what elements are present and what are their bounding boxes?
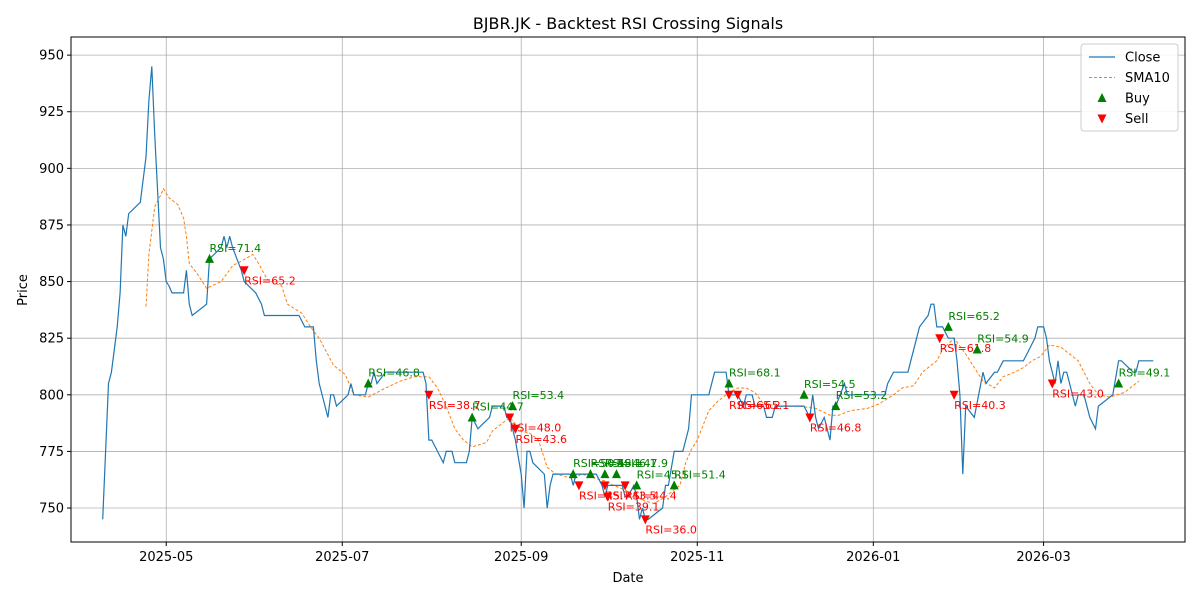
buy-signal-label: RSI=45.1	[637, 468, 689, 481]
sell-marker	[239, 266, 249, 276]
sell-marker	[724, 390, 734, 400]
y-tick-label: 950	[39, 49, 64, 64]
sell-signal-label: RSI=43.5	[605, 489, 657, 502]
y-tick-label: 825	[39, 332, 64, 347]
x-tick-label: 2026-01	[846, 550, 900, 565]
sell-marker	[733, 390, 743, 400]
buy-signal-label: RSI=46.1	[605, 457, 657, 470]
sell-signal-label: RSI=65.2	[729, 399, 781, 412]
buy-marker	[600, 469, 610, 479]
chart-title: BJBR.JK - Backtest RSI Crossing Signals	[473, 14, 783, 33]
buy-signal-label: RSI=47.9	[616, 457, 668, 470]
buy-marker	[467, 412, 477, 422]
close-series-line	[102, 66, 1154, 521]
sell-signal-label: RSI=46.8	[810, 421, 862, 434]
buy-signal-label: RSI=48.1	[590, 457, 642, 470]
buy-marker	[724, 378, 734, 388]
y-tick-label: 925	[39, 105, 64, 120]
sell-marker	[574, 481, 584, 491]
y-tick-label: 875	[39, 218, 64, 233]
buy-signal-label: RSI=51.4	[674, 468, 726, 481]
x-tick-label: 2025-07	[315, 550, 369, 565]
buy-signal-label: RSI=54.5	[804, 378, 856, 391]
buy-marker	[799, 389, 809, 399]
legend-label: Sell	[1125, 112, 1148, 127]
y-axis: 750 775 800 825 850 875 900 925 950	[39, 49, 71, 517]
buy-marker	[205, 253, 215, 263]
buy-marker	[611, 469, 621, 479]
sell-signal-label: RSI=39.1	[608, 501, 660, 514]
sell-marker	[603, 492, 613, 502]
buy-marker	[632, 480, 642, 490]
sell-signal-label: RSI=38.7	[429, 399, 481, 412]
buy-marker	[363, 378, 373, 388]
legend-box	[1080, 43, 1179, 132]
legend: Close SMA10 Buy Sell	[1080, 43, 1179, 132]
sell-marker	[600, 481, 610, 491]
buy-signal-label: RSI=54.9	[977, 333, 1029, 346]
buy-signal-label: RSI=68.1	[729, 366, 781, 379]
buy-marker	[669, 480, 679, 490]
sell-marker	[805, 413, 815, 423]
sell-signal-label: RSI=44.4	[625, 489, 677, 502]
plot-frame	[70, 36, 1186, 543]
sma10-series-line	[145, 187, 1140, 505]
buy-signal-label: RSI=44.7	[472, 400, 524, 413]
buy-marker	[831, 401, 841, 411]
legend-buy-swatch	[1097, 93, 1107, 102]
x-axis-label: Date	[612, 571, 643, 586]
buy-marker	[508, 401, 518, 411]
sell-marker	[505, 413, 515, 423]
legend-sell-swatch	[1097, 114, 1107, 124]
buy-signal-label: RSI=65.2	[948, 310, 1000, 323]
buy-marker	[943, 321, 953, 331]
buy-marker	[585, 469, 595, 479]
y-tick-label: 850	[39, 275, 64, 290]
legend-label: Buy	[1125, 92, 1150, 107]
x-tick-label: 2025-11	[670, 550, 724, 565]
y-tick-label: 800	[39, 388, 64, 403]
buy-signal-label: RSI=53.2	[836, 389, 888, 402]
sell-marker	[620, 481, 630, 491]
sell-marker	[424, 390, 434, 400]
buy-signal-label: RSI=46.8	[368, 366, 420, 379]
y-tick-label: 750	[39, 502, 64, 517]
sell-marker	[935, 334, 945, 344]
sell-signal-label: RSI=36.0	[645, 523, 697, 536]
sell-signal-label: RSI=48.0	[510, 421, 562, 434]
y-tick-label: 900	[39, 162, 64, 177]
buy-marker	[972, 344, 982, 354]
legend-label: SMA10	[1125, 71, 1170, 86]
sell-signal-label: RSI=43.6	[515, 433, 567, 446]
x-tick-label: 2025-09	[494, 550, 548, 565]
sell-signal-label: RSI=40.3	[954, 399, 1006, 412]
sell-signal-label: RSI=65.2	[244, 274, 296, 287]
sell-signal-label: RSI=65.1	[738, 399, 790, 412]
x-axis: 2025-05 2025-07 2025-09 2025-11 2026-01 2026-…	[139, 542, 1071, 565]
buy-signal-label: RSI=71.4	[210, 242, 262, 255]
sell-signal-label: RSI=45.7	[579, 489, 631, 502]
grid-layer	[71, 37, 1185, 542]
buy-marker	[568, 469, 578, 479]
sell-marker	[640, 515, 650, 525]
sell-signal-label: RSI=43.0	[1052, 387, 1104, 400]
plot-area	[102, 66, 1154, 521]
x-tick-label: 2026-03	[1016, 550, 1070, 565]
buy-marker	[1114, 378, 1124, 388]
signal-layer: RSI=71.4 RSI=65.2 RSI=46.8 RSI=38.7RSI=44.7…	[205, 242, 1170, 536]
buy-signal-label: RSI=49.1	[1119, 366, 1171, 379]
y-axis-label: Price	[16, 274, 31, 306]
sell-marker	[949, 390, 959, 400]
sell-marker	[510, 424, 520, 434]
y-tick-label: 775	[39, 445, 64, 460]
legend-label: Close	[1125, 51, 1160, 66]
sell-marker	[1047, 379, 1057, 389]
x-tick-label: 2025-05	[139, 550, 193, 565]
buy-signal-label: RSI=53.4	[513, 389, 565, 402]
buy-signal-label: RSI=50.5	[573, 457, 625, 470]
